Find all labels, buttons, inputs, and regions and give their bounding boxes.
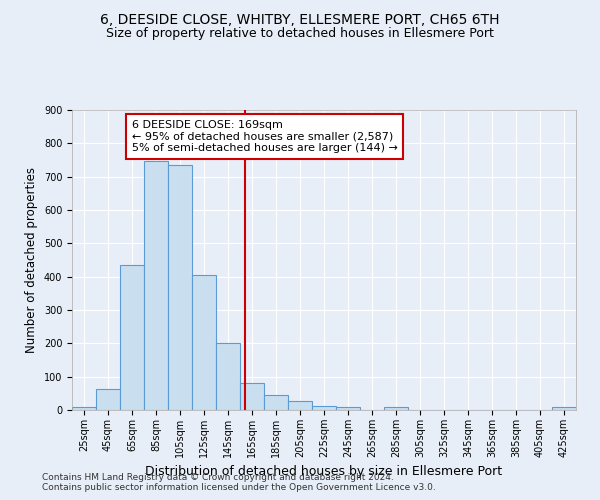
Bar <box>120 265 144 410</box>
Text: Contains HM Land Registry data © Crown copyright and database right 2024.: Contains HM Land Registry data © Crown c… <box>42 474 394 482</box>
X-axis label: Distribution of detached houses by size in Ellesmere Port: Distribution of detached houses by size … <box>145 466 503 478</box>
Bar <box>264 395 288 410</box>
Y-axis label: Number of detached properties: Number of detached properties <box>25 167 38 353</box>
Text: 6, DEESIDE CLOSE, WHITBY, ELLESMERE PORT, CH65 6TH: 6, DEESIDE CLOSE, WHITBY, ELLESMERE PORT… <box>100 12 500 26</box>
Bar <box>288 400 312 410</box>
Bar <box>216 344 240 410</box>
Bar <box>552 408 576 410</box>
Bar <box>384 408 408 410</box>
Text: Contains public sector information licensed under the Open Government Licence v3: Contains public sector information licen… <box>42 484 436 492</box>
Text: Size of property relative to detached houses in Ellesmere Port: Size of property relative to detached ho… <box>106 28 494 40</box>
Bar <box>312 406 336 410</box>
Bar <box>336 406 360 410</box>
Text: 6 DEESIDE CLOSE: 169sqm
← 95% of detached houses are smaller (2,587)
5% of semi-: 6 DEESIDE CLOSE: 169sqm ← 95% of detache… <box>132 120 398 153</box>
Bar <box>240 384 264 410</box>
Bar <box>144 160 168 410</box>
Bar <box>72 406 96 410</box>
Bar <box>168 165 192 410</box>
Bar <box>192 275 216 410</box>
Bar <box>96 390 120 410</box>
